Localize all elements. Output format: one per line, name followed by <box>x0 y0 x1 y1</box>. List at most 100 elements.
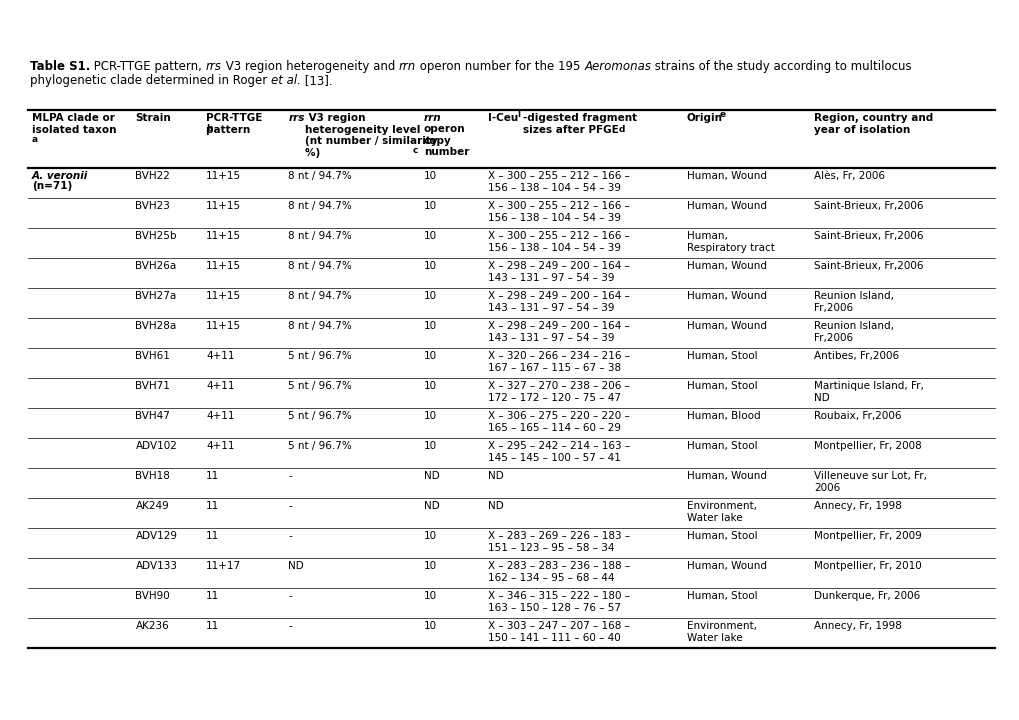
Text: Human, Wound: Human, Wound <box>686 201 766 211</box>
Text: Human, Wound: Human, Wound <box>686 261 766 271</box>
Text: 8 nt / 94.7%: 8 nt / 94.7% <box>288 261 352 271</box>
Text: 10: 10 <box>423 591 436 601</box>
Text: 4+11: 4+11 <box>206 441 234 451</box>
Text: strains of the study according to multilocus: strains of the study according to multil… <box>651 60 911 73</box>
Text: MLPA clade or
isolated taxon: MLPA clade or isolated taxon <box>32 113 116 135</box>
Text: a: a <box>32 135 38 144</box>
Text: -digested fragment
sizes after PFGE: -digested fragment sizes after PFGE <box>523 113 637 135</box>
Text: 11+15: 11+15 <box>206 321 240 331</box>
Text: operon number for the 195: operon number for the 195 <box>416 60 584 73</box>
Text: X – 298 – 249 – 200 – 164 –
143 – 131 – 97 – 54 – 39: X – 298 – 249 – 200 – 164 – 143 – 131 – … <box>488 261 630 282</box>
Text: 11: 11 <box>206 621 219 631</box>
Text: V3 region
heterogeneity level
(nt number / similarity
%): V3 region heterogeneity level (nt number… <box>305 113 437 158</box>
Text: Region, country and
year of isolation: Region, country and year of isolation <box>813 113 932 135</box>
Text: 10: 10 <box>423 261 436 271</box>
Text: b: b <box>206 124 212 133</box>
Text: I-Ceu: I-Ceu <box>488 113 519 123</box>
Text: X – 283 – 283 – 236 – 188 –
162 – 134 – 95 – 68 – 44: X – 283 – 283 – 236 – 188 – 162 – 134 – … <box>488 561 630 582</box>
Text: rrs: rrs <box>288 113 305 123</box>
Text: ND: ND <box>423 471 439 481</box>
Text: -: - <box>288 621 291 631</box>
Text: Reunion Island,
Fr,2006: Reunion Island, Fr,2006 <box>813 321 894 343</box>
Text: 10: 10 <box>423 351 436 361</box>
Text: Aeromonas: Aeromonas <box>584 60 651 73</box>
Text: BVH23: BVH23 <box>136 201 170 211</box>
Text: BVH25b: BVH25b <box>136 231 176 241</box>
Text: 11: 11 <box>206 471 219 481</box>
Text: 11+15: 11+15 <box>206 171 240 181</box>
Text: 4+11: 4+11 <box>206 411 234 421</box>
Text: Annecy, Fr, 1998: Annecy, Fr, 1998 <box>813 501 901 511</box>
Text: 8 nt / 94.7%: 8 nt / 94.7% <box>288 321 352 331</box>
Text: 5 nt / 96.7%: 5 nt / 96.7% <box>288 351 352 361</box>
Text: ND: ND <box>488 471 503 481</box>
Text: Human, Stool: Human, Stool <box>686 441 756 451</box>
Text: Saint-Brieux, Fr,2006: Saint-Brieux, Fr,2006 <box>813 201 923 211</box>
Text: 8 nt / 94.7%: 8 nt / 94.7% <box>288 231 352 241</box>
Text: 11+15: 11+15 <box>206 201 240 211</box>
Text: X – 303 – 247 – 207 – 168 –
150 – 141 – 111 – 60 – 40: X – 303 – 247 – 207 – 168 – 150 – 141 – … <box>488 621 630 642</box>
Text: (n=71): (n=71) <box>32 181 72 191</box>
Text: BVH61: BVH61 <box>136 351 170 361</box>
Text: rrn: rrn <box>398 60 416 73</box>
Text: X – 298 – 249 – 200 – 164 –
143 – 131 – 97 – 54 – 39: X – 298 – 249 – 200 – 164 – 143 – 131 – … <box>488 321 630 343</box>
Text: 10: 10 <box>423 411 436 421</box>
Text: 11+15: 11+15 <box>206 291 240 301</box>
Text: BVH90: BVH90 <box>136 591 170 601</box>
Text: BVH47: BVH47 <box>136 411 170 421</box>
Text: Human, Blood: Human, Blood <box>686 411 759 421</box>
Text: X – 346 – 315 – 222 – 180 –
163 – 150 – 128 – 76 – 57: X – 346 – 315 – 222 – 180 – 163 – 150 – … <box>488 591 630 613</box>
Text: PCR-TTGE pattern,: PCR-TTGE pattern, <box>91 60 206 73</box>
Text: Saint-Brieux, Fr,2006: Saint-Brieux, Fr,2006 <box>813 231 923 241</box>
Text: 10: 10 <box>423 561 436 571</box>
Text: ADV129: ADV129 <box>136 531 177 541</box>
Text: A. veronii: A. veronii <box>32 171 89 181</box>
Text: BVH18: BVH18 <box>136 471 170 481</box>
Text: Human, Stool: Human, Stool <box>686 381 756 391</box>
Text: PCR-TTGE
pattern: PCR-TTGE pattern <box>206 113 262 135</box>
Text: X – 295 – 242 – 214 – 163 –
145 – 145 – 100 – 57 – 41: X – 295 – 242 – 214 – 163 – 145 – 145 – … <box>488 441 630 463</box>
Text: 10: 10 <box>423 531 436 541</box>
Text: et al.: et al. <box>271 74 301 87</box>
Text: 8 nt / 94.7%: 8 nt / 94.7% <box>288 291 352 301</box>
Text: X – 306 – 275 – 220 – 220 –
165 – 165 – 114 – 60 – 29: X – 306 – 275 – 220 – 220 – 165 – 165 – … <box>488 411 630 433</box>
Text: Saint-Brieux, Fr,2006: Saint-Brieux, Fr,2006 <box>813 261 923 271</box>
Text: Environment,
Water lake: Environment, Water lake <box>686 621 756 642</box>
Text: Villeneuve sur Lot, Fr,
2006: Villeneuve sur Lot, Fr, 2006 <box>813 471 926 492</box>
Text: 11+15: 11+15 <box>206 231 240 241</box>
Text: X – 327 – 270 – 238 – 206 –
172 – 172 – 120 – 75 – 47: X – 327 – 270 – 238 – 206 – 172 – 172 – … <box>488 381 630 402</box>
Text: Alès, Fr, 2006: Alès, Fr, 2006 <box>813 171 884 181</box>
Text: ND: ND <box>423 501 439 511</box>
Text: X – 320 – 266 – 234 – 216 –
167 – 167 – 115 – 67 – 38: X – 320 – 266 – 234 – 216 – 167 – 167 – … <box>488 351 630 373</box>
Text: Table S1.: Table S1. <box>30 60 91 73</box>
Text: Human, Wound: Human, Wound <box>686 471 766 481</box>
Text: 10: 10 <box>423 441 436 451</box>
Text: Montpellier, Fr, 2009: Montpellier, Fr, 2009 <box>813 531 921 541</box>
Text: Roubaix, Fr,2006: Roubaix, Fr,2006 <box>813 411 901 421</box>
Text: X – 300 – 255 – 212 – 166 –
156 – 138 – 104 – 54 – 39: X – 300 – 255 – 212 – 166 – 156 – 138 – … <box>488 231 630 253</box>
Text: X – 300 – 255 – 212 – 166 –
156 – 138 – 104 – 54 – 39: X – 300 – 255 – 212 – 166 – 156 – 138 – … <box>488 171 630 192</box>
Text: 10: 10 <box>423 621 436 631</box>
Text: 4+11: 4+11 <box>206 351 234 361</box>
Text: -: - <box>288 591 291 601</box>
Text: Human,
Respiratory tract: Human, Respiratory tract <box>686 231 773 253</box>
Text: ND: ND <box>288 561 304 571</box>
Text: I: I <box>517 110 520 119</box>
Text: -: - <box>288 501 291 511</box>
Text: -: - <box>288 471 291 481</box>
Text: 11+15: 11+15 <box>206 261 240 271</box>
Text: Human, Wound: Human, Wound <box>686 561 766 571</box>
Text: 8 nt / 94.7%: 8 nt / 94.7% <box>288 201 352 211</box>
Text: 11: 11 <box>206 531 219 541</box>
Text: 10: 10 <box>423 201 436 211</box>
Text: d: d <box>618 125 625 134</box>
Text: rrn: rrn <box>423 113 441 123</box>
Text: 10: 10 <box>423 231 436 241</box>
Text: 5 nt / 96.7%: 5 nt / 96.7% <box>288 441 352 451</box>
Text: BVH71: BVH71 <box>136 381 170 391</box>
Text: 5 nt / 96.7%: 5 nt / 96.7% <box>288 381 352 391</box>
Text: rrs: rrs <box>206 60 222 73</box>
Text: ND: ND <box>488 501 503 511</box>
Text: Antibes, Fr,2006: Antibes, Fr,2006 <box>813 351 899 361</box>
Text: BVH27a: BVH27a <box>136 291 176 301</box>
